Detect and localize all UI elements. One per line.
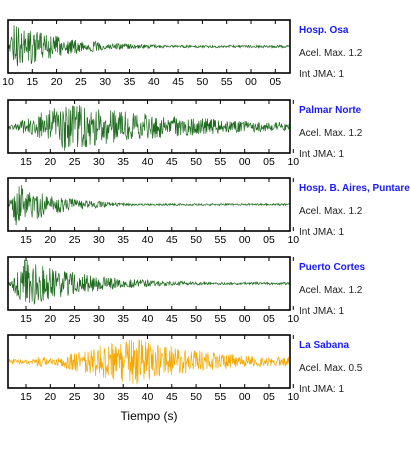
x-tick-label: 45	[166, 391, 178, 403]
x-tick-label: 25	[69, 391, 81, 403]
x-tick-label: 35	[117, 313, 129, 325]
jma-intensity: Int JMA: 1	[299, 384, 344, 395]
x-tick-label: 00	[245, 76, 257, 88]
station-name: Hosp. B. Aires, Puntare	[299, 183, 410, 194]
x-tick-label: 50	[197, 76, 209, 88]
waveform-series	[7, 339, 291, 385]
plot-frame	[7, 334, 291, 389]
panel-3: 15 20 25 30 35 40 45 50 55 00 05 10 Hosp. B. Aires, …	[7, 177, 410, 246]
x-tick-label: 30	[93, 156, 105, 168]
x-tick-label: 40	[148, 76, 160, 88]
x-tick-label: 55	[215, 391, 227, 403]
x-tick-label: 05	[269, 76, 281, 88]
max-acceleration: Acel. Max. 1.2	[299, 285, 363, 296]
x-tick-label: 10	[2, 76, 14, 88]
panel-2: 15 20 25 30 35 40 45 50 55 00 05 10 Palmar Norte Acel…	[7, 99, 363, 168]
max-acceleration: Acel. Max. 0.5	[299, 363, 363, 374]
x-tick-label: 10	[287, 156, 299, 168]
x-tick-label: 05	[263, 391, 275, 403]
x-tick-label: 55	[221, 76, 233, 88]
x-tick-label: 20	[44, 156, 56, 168]
x-tick-label: 55	[215, 234, 227, 246]
max-acceleration: Acel. Max. 1.2	[299, 128, 363, 139]
x-axis-label: Tiempo (s)	[121, 409, 178, 423]
x-tick-label: 30	[93, 391, 105, 403]
x-tick-label: 25	[69, 234, 81, 246]
jma-intensity: Int JMA: 1	[299, 149, 344, 160]
x-tick-label: 40	[142, 156, 154, 168]
x-tick-label: 50	[190, 234, 202, 246]
x-tick-label: 20	[44, 234, 56, 246]
x-tick-label: 20	[44, 313, 56, 325]
x-tick-label: 00	[239, 156, 251, 168]
x-tick-label: 50	[190, 313, 202, 325]
x-tick-label: 05	[263, 234, 275, 246]
jma-intensity: Int JMA: 1	[299, 69, 344, 80]
plot-frame	[7, 177, 291, 232]
x-tick-label: 05	[263, 313, 275, 325]
plot-frame	[7, 256, 291, 311]
x-tick-label: 20	[44, 391, 56, 403]
x-tick-label: 25	[75, 76, 87, 88]
waveform-series	[7, 25, 291, 67]
x-tick-label: 10	[287, 391, 299, 403]
x-tick-label: 30	[99, 76, 111, 88]
panel-1: 10 15 20 25 30 35 40 45 50 55 00 05 Hosp. Osa Acel. M…	[2, 19, 363, 88]
x-tick-label: 55	[215, 313, 227, 325]
jma-intensity: Int JMA: 1	[299, 306, 344, 317]
x-tick-label: 00	[239, 313, 251, 325]
x-tick-label: 35	[117, 391, 129, 403]
x-tick-label: 10	[287, 234, 299, 246]
x-tick-label: 50	[190, 156, 202, 168]
x-tick-label: 15	[26, 76, 38, 88]
x-tick-label: 45	[166, 313, 178, 325]
x-tick-label: 25	[69, 156, 81, 168]
station-name: Palmar Norte	[299, 105, 362, 116]
x-tick-label: 40	[142, 234, 154, 246]
jma-intensity: Int JMA: 1	[299, 227, 344, 238]
x-tick-label: 00	[239, 391, 251, 403]
waveform-series	[7, 184, 291, 226]
x-tick-label: 45	[172, 76, 184, 88]
x-tick-label: 05	[263, 156, 275, 168]
x-tick-label: 35	[117, 156, 129, 168]
x-tick-label: 30	[93, 313, 105, 325]
max-acceleration: Acel. Max. 1.2	[299, 206, 363, 217]
max-acceleration: Acel. Max. 1.2	[299, 48, 363, 59]
x-tick-label: 40	[142, 313, 154, 325]
station-name: La Sabana	[299, 340, 349, 351]
x-tick-label: 45	[166, 234, 178, 246]
x-tick-label: 50	[190, 391, 202, 403]
x-tick-label: 35	[117, 234, 129, 246]
panel-4: 15 20 25 30 35 40 45 50 55 00 05 10 Puerto Cortes Ace…	[7, 256, 366, 325]
x-tick-label: 15	[20, 156, 32, 168]
plot-frame	[7, 99, 291, 154]
station-name: Puerto Cortes	[299, 262, 366, 273]
plot-frame	[7, 19, 291, 74]
waveform-series	[7, 259, 291, 305]
x-tick-label: 15	[20, 234, 32, 246]
x-tick-label: 25	[69, 313, 81, 325]
station-name: Hosp. Osa	[299, 25, 349, 36]
x-tick-label: 10	[287, 313, 299, 325]
x-tick-label: 00	[239, 234, 251, 246]
x-tick-label: 20	[51, 76, 63, 88]
x-tick-label: 40	[142, 391, 154, 403]
x-tick-label: 30	[93, 234, 105, 246]
x-tick-label: 15	[20, 313, 32, 325]
x-tick-label: 55	[215, 156, 227, 168]
x-tick-label: 15	[20, 391, 32, 403]
panel-5: 15 20 25 30 35 40 45 50 55 00 05 10 La Sabana Acel. M…	[7, 334, 363, 423]
waveform-series	[7, 105, 291, 151]
x-tick-label: 35	[124, 76, 136, 88]
x-tick-label: 45	[166, 156, 178, 168]
